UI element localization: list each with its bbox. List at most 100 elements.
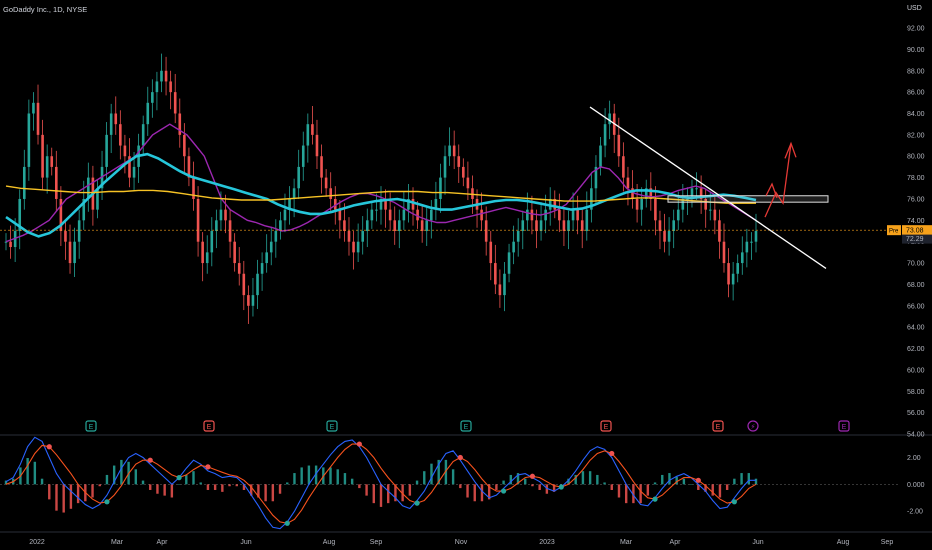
time-tick-label: Nov — [455, 539, 468, 546]
candle-body — [699, 188, 703, 199]
candle-body — [247, 295, 250, 306]
price-tick-label: 74.00 — [907, 218, 925, 225]
candle — [347, 217, 351, 256]
candle — [228, 208, 232, 258]
candle-body — [260, 263, 264, 274]
cross-dot — [457, 454, 463, 461]
candle — [498, 269, 502, 308]
arrow-head — [784, 141, 797, 159]
candle-body — [448, 145, 451, 157]
histogram-bar — [487, 484, 491, 500]
histogram-bar — [55, 484, 58, 511]
histogram-bar — [343, 473, 347, 485]
histogram-bar — [624, 484, 628, 504]
candle-body — [644, 188, 648, 199]
candle — [247, 285, 250, 324]
candle — [654, 186, 657, 236]
candle-body — [27, 113, 31, 167]
candle-body — [361, 231, 365, 242]
histogram-bar — [264, 484, 267, 502]
candle-body — [183, 134, 186, 157]
earnings-marker: E — [712, 420, 724, 432]
candle-body — [713, 209, 717, 221]
candle-body — [539, 220, 543, 232]
candle-body — [754, 231, 758, 242]
event-label: E — [207, 424, 212, 431]
candle — [96, 179, 99, 219]
candle-body — [526, 209, 529, 221]
candle — [599, 136, 602, 176]
histogram-bar — [480, 484, 484, 502]
candle — [480, 192, 483, 232]
candle — [311, 106, 314, 145]
candle-body — [622, 156, 625, 178]
candle — [64, 221, 67, 260]
candle-body — [617, 134, 621, 157]
candle — [22, 149, 26, 210]
price-axis[interactable]: 92.00 90.00 88.00 86.00 84.00 82.00 80.00 78.00… — [887, 26, 932, 439]
histogram-bar — [170, 484, 174, 498]
candle — [484, 206, 488, 256]
last-price-bg — [902, 225, 932, 236]
candle-body — [480, 209, 483, 221]
candle-body — [558, 209, 561, 221]
histogram-bar — [697, 484, 700, 490]
candle — [585, 191, 589, 241]
candle — [644, 179, 648, 208]
histogram-bar — [596, 474, 599, 485]
macd-panel[interactable]: 2.00 0.000 -2.00 — [0, 436, 925, 530]
candle — [626, 166, 630, 206]
histogram-bar — [314, 465, 318, 485]
price-panel[interactable]: E E E E E E ⚡ E — [0, 53, 932, 436]
candle — [411, 187, 415, 226]
candle-body — [411, 198, 415, 210]
candle-body — [87, 177, 90, 199]
candle — [452, 130, 456, 170]
price-tick-label: 70.00 — [907, 261, 925, 268]
candle — [576, 195, 579, 235]
candle — [430, 200, 433, 239]
candle-body — [219, 209, 223, 221]
candle — [77, 209, 81, 259]
histogram-bar — [415, 480, 419, 485]
candle-body — [9, 241, 12, 248]
time-tick-label: Aug — [323, 539, 336, 546]
candle — [384, 189, 387, 228]
candle-body — [233, 241, 236, 264]
candle — [407, 184, 410, 223]
histogram-bar — [372, 484, 375, 504]
candle — [676, 191, 680, 230]
candle — [512, 225, 515, 265]
candle — [215, 209, 218, 249]
time-axis[interactable]: 2022 Mar Apr Jun Aug Sep Nov 2023 Mar Apr Jun Aug Se… — [0, 531, 932, 546]
histogram-bar — [718, 484, 722, 498]
candle — [699, 175, 703, 214]
candle — [690, 179, 694, 208]
histogram-bar — [617, 484, 621, 498]
histogram-bar — [747, 473, 750, 485]
candle — [196, 186, 200, 257]
candle-body — [32, 102, 35, 114]
candle-body — [356, 241, 360, 253]
candle-body — [393, 220, 397, 232]
candle-body — [571, 209, 575, 221]
candle — [205, 235, 209, 274]
candle — [137, 133, 140, 183]
candle-body — [265, 252, 268, 264]
earnings-icon — [460, 420, 472, 432]
histogram-bar — [329, 467, 332, 485]
histogram-bar — [358, 484, 361, 489]
macd-tick-label: 2.00 — [907, 455, 921, 462]
cross-dot — [529, 473, 536, 479]
candle — [736, 254, 740, 283]
histogram-bar — [278, 484, 282, 494]
candle — [658, 210, 662, 250]
histogram-bar — [228, 484, 231, 487]
candle — [663, 213, 666, 253]
event-label: E — [330, 424, 335, 431]
candle — [119, 110, 122, 160]
histogram-bar — [682, 478, 686, 485]
candle-body — [50, 156, 54, 167]
histogram-bar — [257, 484, 260, 498]
